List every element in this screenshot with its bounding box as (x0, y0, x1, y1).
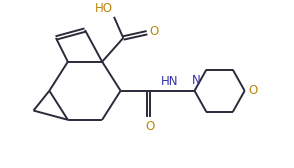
Text: HN: HN (161, 75, 178, 88)
Text: HO: HO (95, 2, 113, 15)
Text: O: O (150, 25, 159, 38)
Text: O: O (248, 84, 257, 97)
Text: N: N (191, 74, 200, 87)
Text: O: O (145, 120, 154, 133)
